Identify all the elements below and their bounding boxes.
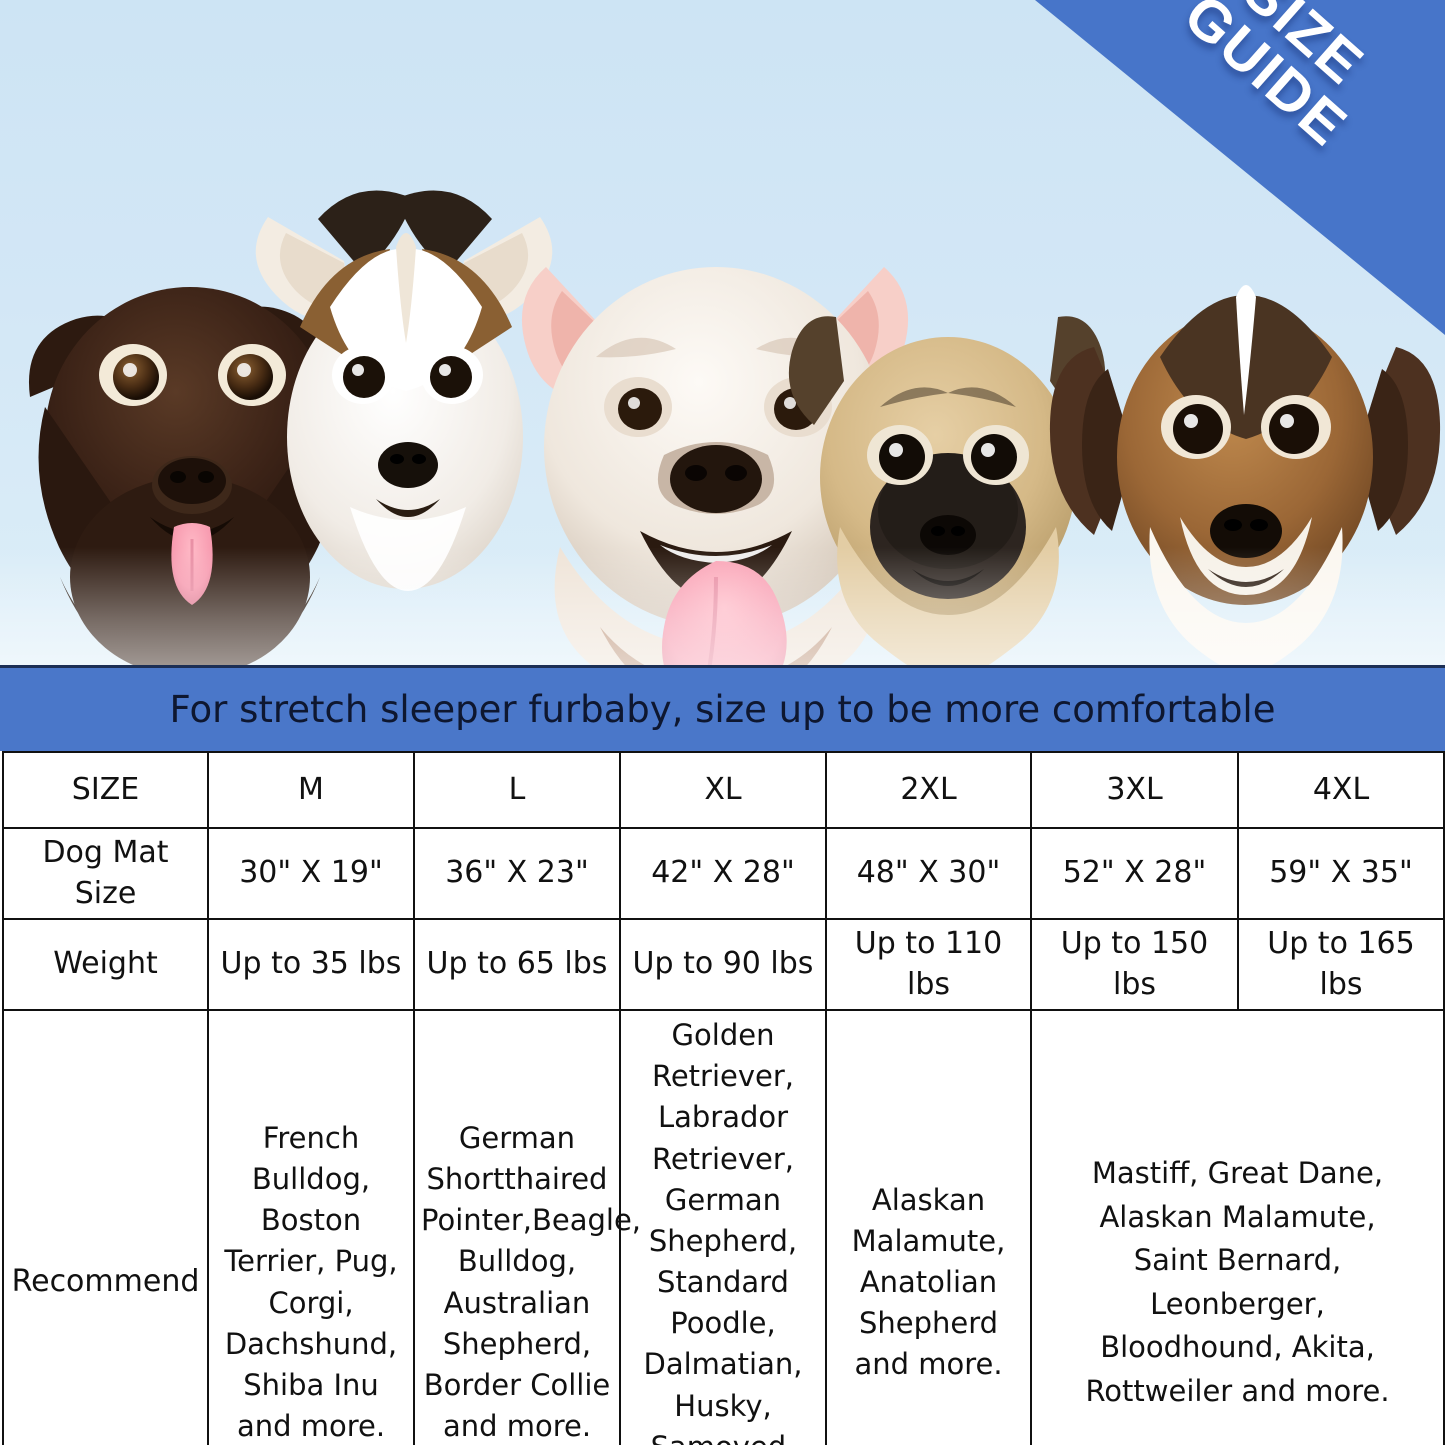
hero-floor-shadow	[0, 547, 1445, 667]
headline-text: For stretch sleeper furbaby, size up to …	[169, 688, 1276, 731]
table-row-recommend: Recommend French Bulldog, Boston Terrier…	[2, 1008, 1445, 1445]
recommend-2xl: Alaskan Malamute, Anatolian Shepherd and…	[825, 1008, 1032, 1445]
size-header-3xl: 3XL	[1030, 751, 1239, 829]
hero-photo: SIZE GUIDE	[0, 0, 1445, 667]
mat-size-xl: 42" X 28"	[619, 827, 827, 920]
size-header-2xl: 2XL	[825, 751, 1032, 829]
dog-jack-russell-terrier	[255, 190, 553, 591]
size-header-xl: XL	[619, 751, 827, 829]
row-label-weight: Weight	[2, 918, 209, 1011]
table-row-mat-size: Dog Mat Size 30" X 19" 36" X 23" 42" X 2…	[2, 827, 1445, 920]
size-table-wrapper: SIZE M L XL 2XL 3XL 4XL Dog Mat Size 30"…	[2, 751, 1445, 1445]
table-row-weight: Weight Up to 35 lbs Up to 65 lbs Up to 9…	[2, 918, 1445, 1011]
row-label-recommend: Recommend	[2, 1008, 209, 1445]
weight-2xl: Up to 110 lbs	[825, 918, 1032, 1011]
weight-xl: Up to 90 lbs	[619, 918, 827, 1011]
weight-4xl: Up to 165 lbs	[1237, 918, 1445, 1011]
size-header-4xl: 4XL	[1237, 751, 1445, 829]
recommend-m: French Bulldog, Boston Terrier, Pug, Cor…	[207, 1008, 415, 1445]
mat-size-m: 30" X 19"	[207, 827, 415, 920]
mat-size-3xl: 52" X 28"	[1030, 827, 1239, 920]
size-header-l: L	[413, 751, 621, 829]
dog-beagle-puppy	[1049, 285, 1441, 667]
size-header-m: M	[207, 751, 415, 829]
weight-m: Up to 35 lbs	[207, 918, 415, 1011]
mat-size-2xl: 48" X 30"	[825, 827, 1032, 920]
recommend-xl: Golden Retriever, Labrador Retriever, Ge…	[619, 1008, 827, 1445]
row-label-size: SIZE	[2, 751, 209, 829]
mat-size-4xl: 59" X 35"	[1237, 827, 1445, 920]
weight-3xl: Up to 150 lbs	[1030, 918, 1239, 1011]
weight-l: Up to 65 lbs	[413, 918, 621, 1011]
mat-size-l: 36" X 23"	[413, 827, 621, 920]
headline-bar: For stretch sleeper furbaby, size up to …	[0, 665, 1445, 751]
table-row-size: SIZE M L XL 2XL 3XL 4XL	[2, 751, 1445, 829]
recommend-l: German Shortthaired Pointer,Beagle, Bull…	[413, 1008, 641, 1445]
size-table: SIZE M L XL 2XL 3XL 4XL Dog Mat Size 30"…	[2, 751, 1445, 1445]
row-label-mat-size: Dog Mat Size	[2, 827, 209, 920]
recommend-3xl-4xl: Mastiff, Great Dane, Alaskan Malamute, S…	[1030, 1008, 1445, 1445]
